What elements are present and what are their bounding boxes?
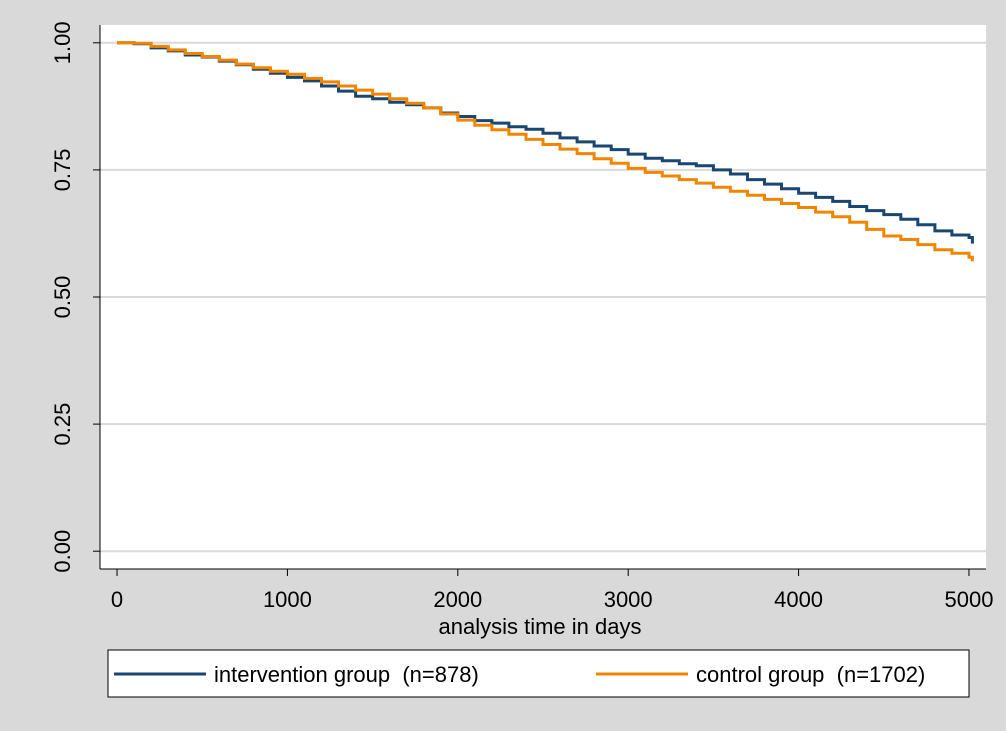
x-tick-label: 3000 [604,587,653,612]
x-tick-label: 1000 [263,587,312,612]
y-tick-label: 0.25 [50,403,75,446]
x-tick-label: 0 [111,587,123,612]
legend-label-control: control group (n=1702) [696,662,925,687]
y-tick-label: 1.00 [50,21,75,64]
x-tick-label: 4000 [774,587,823,612]
y-axis-ticks: 0.00 0.25 0.50 0.75 1.00 [50,21,100,573]
y-tick-label: 0.50 [50,276,75,319]
x-axis-ticks: 0 1000 2000 3000 4000 5000 [111,569,993,612]
legend: intervention group (n=878) control group… [107,649,970,698]
x-tick-label: 5000 [944,587,993,612]
legend-box [107,649,970,698]
y-tick-label: 0.00 [50,530,75,573]
gridlines [100,41,986,553]
series-line-control [117,41,974,262]
x-tick-label: 2000 [433,587,482,612]
legend-label-intervention: intervention group (n=878) [214,662,479,687]
y-tick-label: 0.75 [50,148,75,191]
series-layer [117,41,974,262]
x-axis-label: analysis time in days [439,614,642,639]
